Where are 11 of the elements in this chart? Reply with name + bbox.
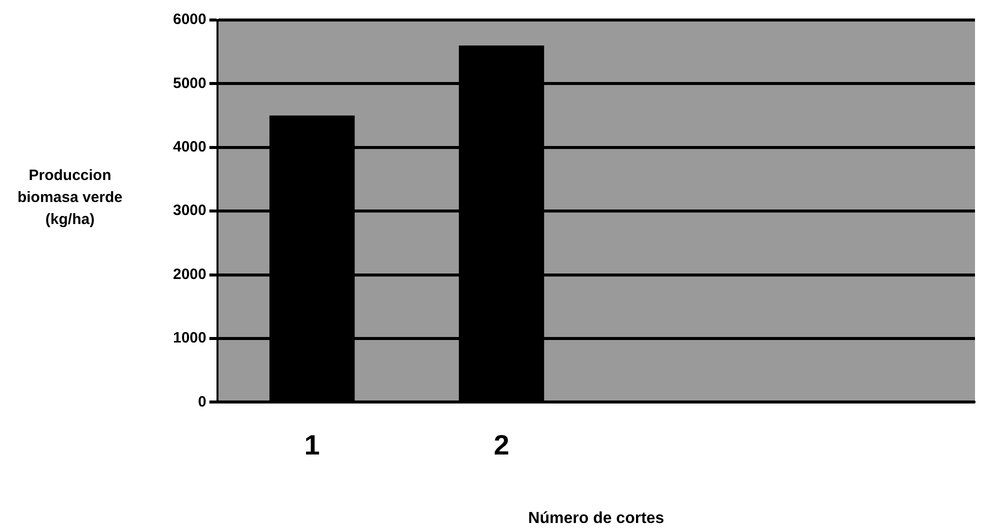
y-tick-label: 1000 bbox=[172, 330, 206, 347]
y-tick-label: 2000 bbox=[172, 266, 206, 283]
y-tick-label: 6000 bbox=[172, 11, 206, 28]
y-axis-title: Produccion biomasa verde (kg/ha) bbox=[16, 166, 124, 230]
y-tick-label: 0 bbox=[198, 393, 206, 410]
y-tick-label: 4000 bbox=[172, 138, 206, 156]
x-tick-label: 2 bbox=[494, 430, 510, 461]
y-tick-label: 3000 bbox=[172, 202, 206, 220]
y-tick-label: 5000 bbox=[172, 74, 206, 92]
x-axis-title: Número de cortes bbox=[528, 510, 664, 527]
x-tick-label: 1 bbox=[304, 430, 320, 461]
